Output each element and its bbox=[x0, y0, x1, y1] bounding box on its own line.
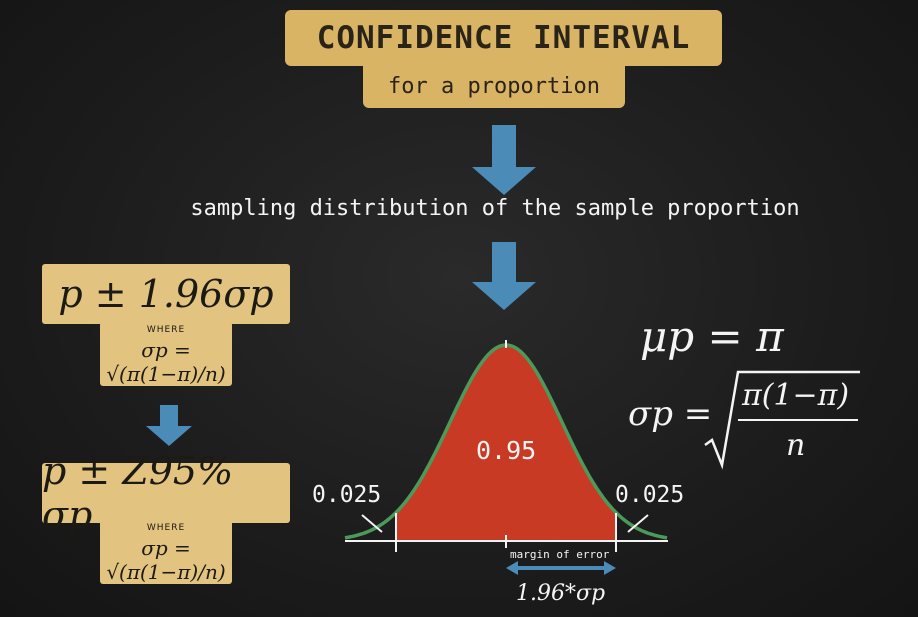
formula-box-2-where: WHERE σp = √(π(1−π)/n) bbox=[100, 520, 232, 584]
subtitle: for a proportion bbox=[388, 73, 600, 99]
formula-box-2: p ± Z95% σp bbox=[42, 449, 290, 537]
left-tail-label: 0.025 bbox=[312, 482, 382, 508]
sigma-formula-denominator: n bbox=[786, 428, 806, 463]
right-tail-label: 0.025 bbox=[615, 482, 685, 508]
sqrt-radical bbox=[704, 370, 860, 470]
down-arrow-icon bbox=[472, 242, 536, 310]
sigma-formula-numerator: π(1−π) bbox=[742, 378, 850, 413]
margin-of-error-value: 1.96*σp bbox=[516, 581, 606, 606]
down-arrow-icon bbox=[146, 405, 192, 446]
formula-2: p ± Z95% σp bbox=[42, 449, 234, 537]
margin-arrow bbox=[506, 561, 616, 575]
right-tail-pointer bbox=[627, 514, 649, 533]
formula-box-1-where: WHERE σp = √(π(1−π)/n) bbox=[100, 322, 232, 386]
formula-box-1: p ± 1.96σp bbox=[42, 264, 290, 324]
title-box: CONFIDENCE INTERVAL bbox=[285, 10, 722, 66]
center-area-label: 0.95 bbox=[476, 436, 537, 465]
sampling-label: sampling distribution of the sample prop… bbox=[190, 196, 800, 221]
sigma-definition-2: σp = √(π(1−π)/n) bbox=[106, 536, 226, 584]
where-label-2: WHERE bbox=[146, 523, 186, 533]
where-label-1: WHERE bbox=[146, 325, 186, 335]
sigma-definition-1: σp = √(π(1−π)/n) bbox=[106, 338, 226, 386]
margin-of-error-label: margin of error bbox=[510, 548, 610, 561]
formula-1: p ± 1.96σp bbox=[58, 272, 274, 316]
normal-curve bbox=[344, 340, 668, 575]
subtitle-box: for a proportion bbox=[363, 64, 625, 108]
sigma-formula-lhs: σp = bbox=[628, 394, 713, 434]
title: CONFIDENCE INTERVAL bbox=[316, 20, 691, 56]
left-tail-pointer bbox=[361, 514, 383, 533]
down-arrow-icon bbox=[472, 125, 536, 195]
mean-formula: μp = π bbox=[640, 312, 784, 361]
